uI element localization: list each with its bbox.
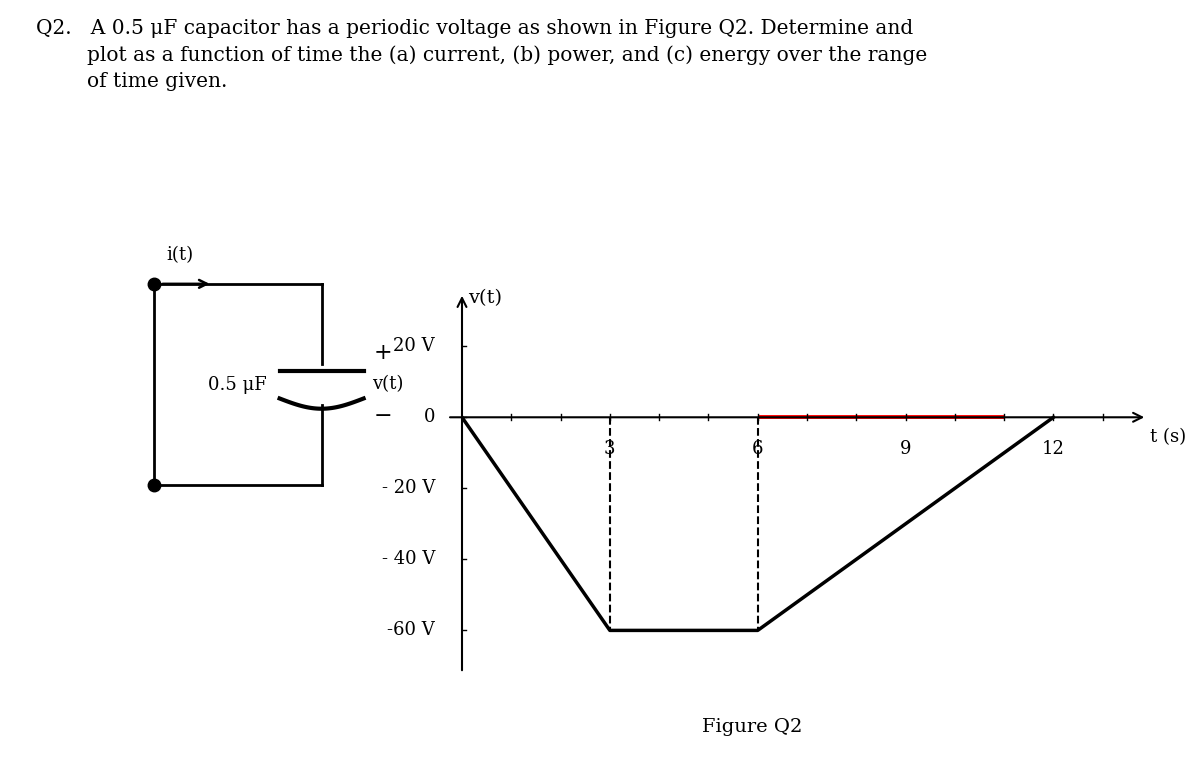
Text: - 40 V: - 40 V	[382, 550, 434, 568]
Text: 20 V: 20 V	[394, 337, 434, 356]
Text: 0: 0	[424, 408, 434, 427]
Text: 6: 6	[752, 440, 763, 459]
Text: 3: 3	[604, 440, 616, 459]
Text: −: −	[374, 404, 392, 427]
Text: Q2.   A 0.5 μF capacitor has a periodic voltage as shown in Figure Q2. Determine: Q2. A 0.5 μF capacitor has a periodic vo…	[36, 19, 913, 38]
Text: 0.5 μF: 0.5 μF	[209, 375, 266, 394]
Text: 9: 9	[900, 440, 911, 459]
Text: 12: 12	[1042, 440, 1064, 459]
Text: t (s): t (s)	[1150, 428, 1186, 446]
Text: Figure Q2: Figure Q2	[702, 718, 802, 736]
Text: -60 V: -60 V	[388, 621, 434, 639]
Text: v(t): v(t)	[372, 375, 403, 394]
Text: plot as a function of time the (a) current, (b) power, and (c) energy over the r: plot as a function of time the (a) curre…	[36, 46, 928, 66]
Text: v(t): v(t)	[468, 289, 502, 307]
Text: i(t): i(t)	[166, 246, 193, 264]
Text: +: +	[374, 343, 392, 365]
Text: of time given.: of time given.	[36, 72, 227, 92]
Text: - 20 V: - 20 V	[382, 479, 434, 497]
